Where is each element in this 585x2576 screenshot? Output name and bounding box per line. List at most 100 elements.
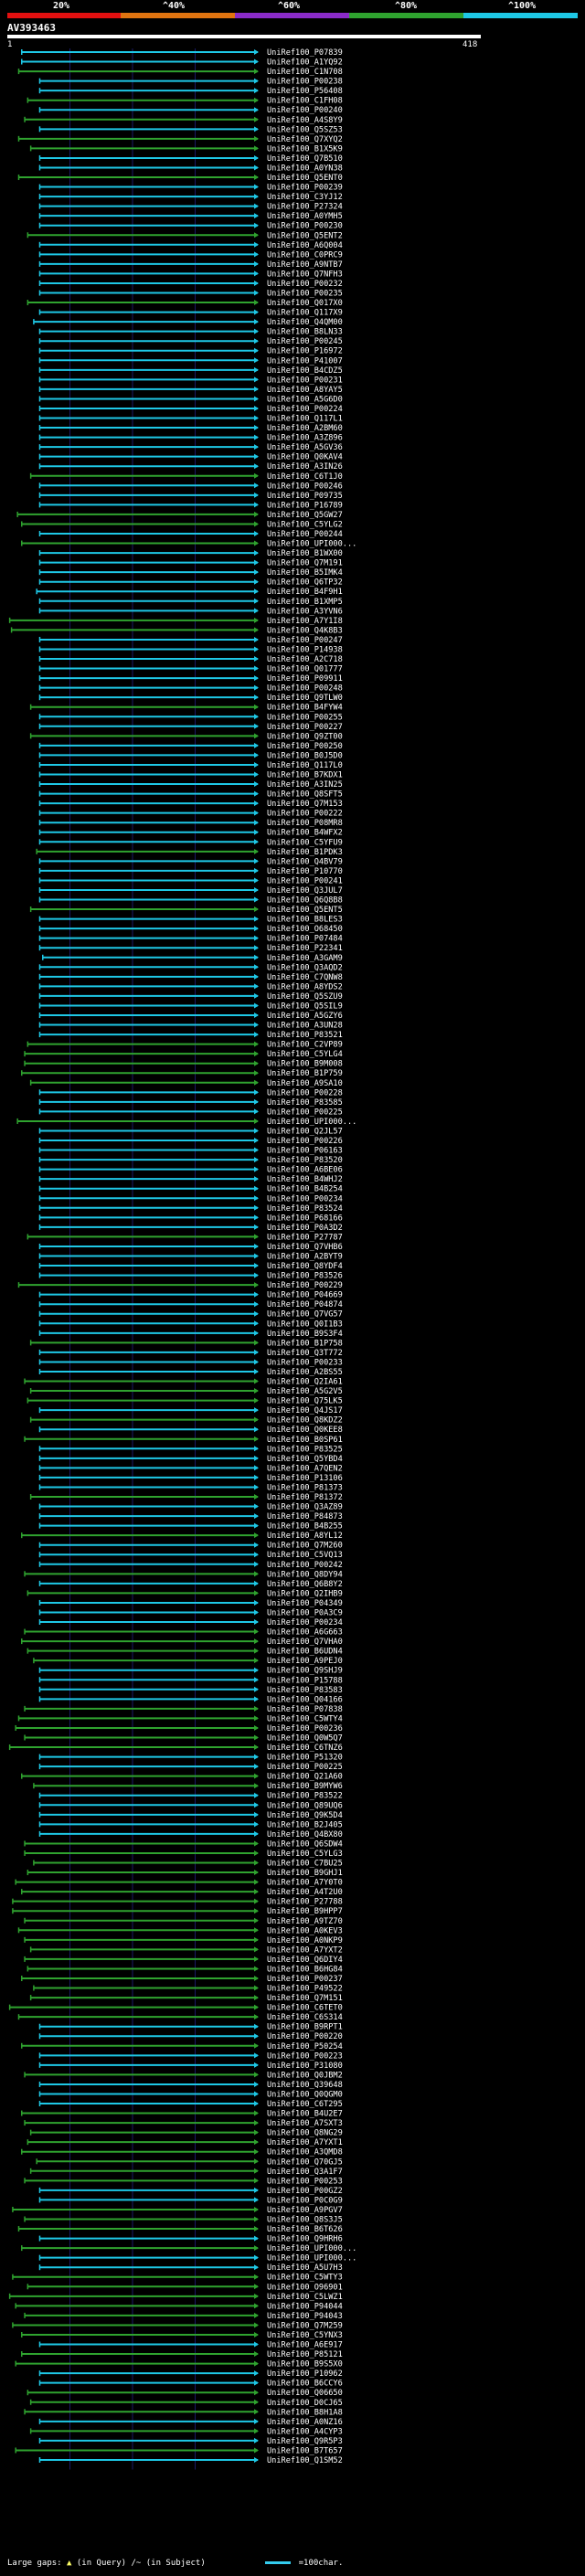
hit-label[interactable]: UniRef100_P00246 — [267, 482, 343, 491]
hit-label[interactable]: UniRef100_Q7VHB6 — [267, 1243, 343, 1252]
hit-row[interactable]: UniRef100_Q7VHA0 — [21, 1638, 343, 1647]
hit-row[interactable]: UniRef100_C5YLG3 — [24, 1850, 343, 1859]
hit-row[interactable]: UniRef100_P0A3C9 — [38, 1608, 343, 1617]
hit-label[interactable]: UniRef100_B4B255 — [267, 1522, 343, 1532]
hit-row[interactable]: UniRef100_Q9R5P3 — [38, 2437, 343, 2446]
hit-label[interactable]: UniRef100_P00255 — [267, 713, 343, 722]
hit-label[interactable]: UniRef100_A7Y0T0 — [267, 1879, 343, 1888]
hit-row[interactable]: UniRef100_P50254 — [21, 2042, 343, 2051]
hit-label[interactable]: UniRef100_A0YMH5 — [267, 212, 343, 221]
hit-label[interactable]: UniRef100_Q8NG29 — [267, 2129, 343, 2138]
hit-row[interactable]: UniRef100_C5YNX3 — [21, 2331, 343, 2340]
hit-row[interactable]: UniRef100_Q5GW27 — [16, 511, 343, 520]
hit-row[interactable]: UniRef100_Q5ENT0 — [17, 174, 343, 183]
hit-label[interactable]: UniRef100_UPI000... — [267, 540, 356, 549]
hit-label[interactable]: UniRef100_A2BM60 — [267, 424, 343, 433]
hit-label[interactable]: UniRef100_P00238 — [267, 78, 343, 87]
hit-label[interactable]: UniRef100_Q7M259 — [267, 2321, 343, 2330]
hit-row[interactable]: UniRef100_Q6Q8B8 — [38, 896, 343, 906]
hit-label[interactable]: UniRef100_UPI000... — [267, 2254, 356, 2263]
hit-row[interactable]: UniRef100_P81372 — [29, 1493, 343, 1502]
hit-label[interactable]: UniRef100_B9MYW6 — [267, 1782, 343, 1791]
hit-label[interactable]: UniRef100_Q5YBD4 — [267, 1455, 343, 1464]
hit-label[interactable]: UniRef100_B8H1A8 — [267, 2408, 343, 2417]
hit-label[interactable]: UniRef100_P00244 — [267, 530, 343, 539]
hit-label[interactable]: UniRef100_B7T657 — [267, 2446, 343, 2455]
hit-row[interactable]: UniRef100_P07839 — [21, 48, 343, 58]
hit-row[interactable]: UniRef100_P10962 — [38, 2369, 343, 2379]
hit-label[interactable]: UniRef100_Q117X9 — [267, 309, 343, 318]
hit-label[interactable]: UniRef100_Q9HRH6 — [267, 2235, 343, 2244]
hit-label[interactable]: UniRef100_P0A3C9 — [267, 1608, 343, 1617]
hit-row[interactable]: UniRef100_P51320 — [38, 1754, 343, 1763]
hit-row[interactable]: UniRef100_B9M008 — [24, 1060, 343, 1069]
hit-row[interactable]: UniRef100_C6TNZ6 — [8, 1744, 343, 1753]
hit-label[interactable]: UniRef100_B6T626 — [267, 2225, 343, 2234]
hit-label[interactable]: UniRef100_Q2IHB9 — [267, 1589, 343, 1598]
hit-label[interactable]: UniRef100_P84873 — [267, 1512, 343, 1521]
hit-row[interactable]: UniRef100_P85121 — [21, 2350, 343, 2359]
hit-row[interactable]: UniRef100_P09911 — [38, 674, 343, 684]
hit-label[interactable]: UniRef100_Q2IA61 — [267, 1378, 343, 1387]
hit-label[interactable]: UniRef100_B4F9H1 — [267, 588, 343, 597]
hit-label[interactable]: UniRef100_P83522 — [267, 1792, 343, 1801]
hit-label[interactable]: UniRef100_P08MR8 — [267, 819, 343, 828]
hit-row[interactable]: UniRef100_P07838 — [24, 1705, 343, 1714]
hit-label[interactable]: UniRef100_A5G6D0 — [267, 395, 343, 404]
hit-label[interactable]: UniRef100_A0YN38 — [267, 164, 343, 173]
hit-row[interactable]: UniRef100_B1WX00 — [38, 549, 343, 558]
hit-label[interactable]: UniRef100_Q5GW27 — [267, 511, 343, 520]
hit-label[interactable]: UniRef100_A3Z896 — [267, 434, 343, 443]
hit-label[interactable]: UniRef100_B9M008 — [267, 1060, 343, 1069]
hit-label[interactable]: UniRef100_C6TNZ6 — [267, 1744, 343, 1753]
hit-row[interactable]: UniRef100_P00238 — [38, 78, 343, 87]
hit-row[interactable]: UniRef100_P22341 — [38, 944, 343, 953]
hit-label[interactable]: UniRef100_P0C0G9 — [267, 2196, 343, 2205]
hit-label[interactable]: UniRef100_Q21A60 — [267, 1773, 343, 1782]
hit-label[interactable]: UniRef100_B0SP61 — [267, 1436, 343, 1445]
hit-row[interactable]: UniRef100_A2C718 — [38, 655, 343, 664]
hit-row[interactable]: UniRef100_A9SA10 — [29, 1079, 343, 1088]
hit-row[interactable]: UniRef100_A5G2V5 — [29, 1387, 343, 1396]
hit-row[interactable]: UniRef100_P83522 — [38, 1792, 343, 1801]
hit-row[interactable]: UniRef100_A9TZ70 — [24, 1917, 343, 1926]
hit-label[interactable]: UniRef100_B1PDK3 — [267, 848, 343, 857]
hit-row[interactable]: UniRef100_Q4BV79 — [38, 857, 343, 866]
hit-row[interactable]: UniRef100_C5YFU9 — [38, 838, 343, 847]
hit-label[interactable]: UniRef100_P00250 — [267, 742, 343, 751]
hit-label[interactable]: UniRef100_Q3T772 — [267, 1349, 343, 1358]
hit-row[interactable]: UniRef100_Q5SZU9 — [38, 992, 343, 1002]
hit-row[interactable]: UniRef100_P00237 — [21, 1975, 343, 1984]
hit-row[interactable]: UniRef100_Q7M153 — [38, 800, 343, 809]
hit-label[interactable]: UniRef100_Q0I1B3 — [267, 1320, 343, 1329]
hit-row[interactable]: UniRef100_P04669 — [38, 1291, 343, 1300]
hit-label[interactable]: UniRef100_C5LWZ1 — [267, 2293, 343, 2302]
hit-row[interactable]: UniRef100_Q7XYQ2 — [17, 135, 343, 144]
hit-row[interactable]: UniRef100_Q06650 — [27, 2389, 343, 2398]
hit-row[interactable]: UniRef100_Q8S3J5 — [24, 2216, 343, 2225]
hit-row[interactable]: UniRef100_P13106 — [38, 1474, 343, 1483]
hit-label[interactable]: UniRef100_P00232 — [267, 280, 343, 289]
hit-label[interactable]: UniRef100_C5WTY4 — [267, 1714, 343, 1723]
hit-row[interactable]: UniRef100_Q21A60 — [21, 1773, 343, 1782]
hit-row[interactable]: UniRef100_A5GV36 — [38, 443, 343, 452]
hit-row[interactable]: UniRef100_Q117L1 — [38, 415, 343, 424]
hit-row[interactable]: UniRef100_P16789 — [38, 501, 343, 510]
hit-row[interactable]: UniRef100_Q39648 — [38, 2081, 343, 2090]
hit-row[interactable]: UniRef100_P00234 — [38, 1194, 343, 1203]
hit-row[interactable]: UniRef100_P00235 — [38, 290, 343, 299]
hit-label[interactable]: UniRef100_B4B254 — [267, 1185, 343, 1194]
hit-label[interactable]: UniRef100_B4FYW4 — [267, 704, 343, 713]
hit-row[interactable]: UniRef100_C5WTY3 — [12, 2274, 343, 2283]
hit-label[interactable]: UniRef100_A6Q004 — [267, 241, 343, 250]
hit-row[interactable]: UniRef100_P10770 — [38, 867, 343, 876]
hit-row[interactable]: UniRef100_A0NZ16 — [38, 2418, 343, 2427]
hit-label[interactable]: UniRef100_Q8DY94 — [267, 1570, 343, 1579]
hit-label[interactable]: UniRef100_C5YLG3 — [267, 1850, 343, 1859]
hit-label[interactable]: UniRef100_Q39648 — [267, 2081, 343, 2090]
hit-label[interactable]: UniRef100_P14938 — [267, 645, 343, 654]
hit-row[interactable]: UniRef100_A9PEJ0 — [33, 1657, 343, 1666]
hit-label[interactable]: UniRef100_Q7VHA0 — [267, 1638, 343, 1647]
hit-label[interactable]: UniRef100_A3IN26 — [267, 462, 343, 472]
hit-label[interactable]: UniRef100_B8LES3 — [267, 916, 343, 925]
